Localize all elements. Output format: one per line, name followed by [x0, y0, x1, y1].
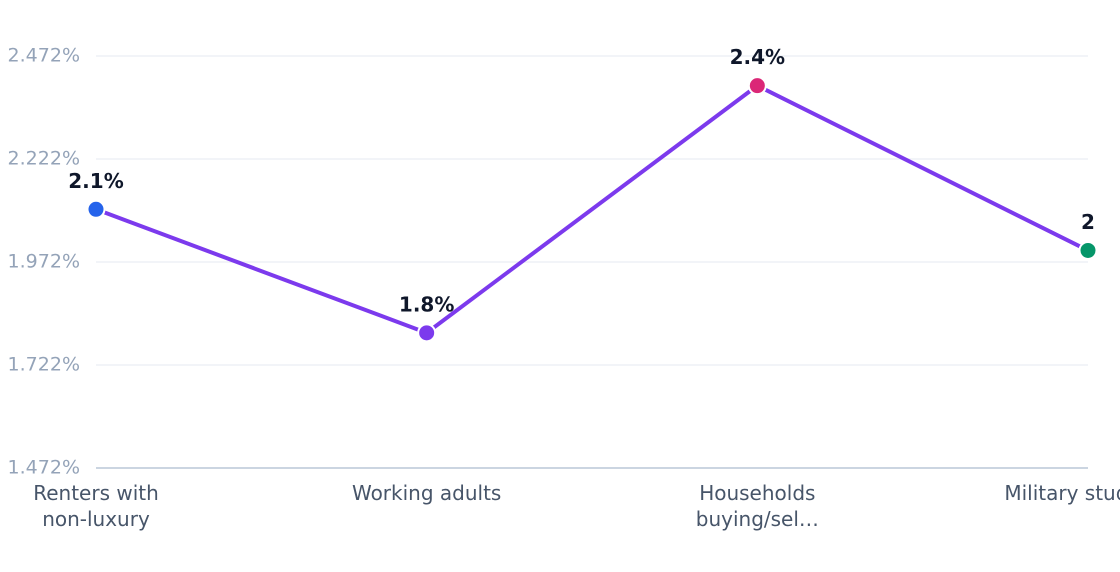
- data-label: 2.1%: [68, 169, 123, 193]
- line: [95, 83, 1089, 335]
- point: [747, 76, 767, 96]
- point: [86, 199, 106, 219]
- y-tick-label: 2.222%: [8, 148, 80, 170]
- data-label: 2.4%: [730, 45, 785, 69]
- data-label: 2: [1081, 210, 1095, 234]
- data-label: 1.8%: [399, 292, 454, 316]
- y-tick-label: 1.972%: [8, 251, 80, 273]
- point: [1078, 240, 1098, 260]
- x-tick-label: Renters with non-luxury: [33, 481, 159, 531]
- x-tick-label: Military students: [1004, 481, 1120, 505]
- x-tick-label: Households buying/sel…: [695, 481, 819, 531]
- point: [417, 323, 437, 343]
- y-tick-label: 1.722%: [8, 354, 80, 376]
- y-tick-label: 2.472%: [8, 45, 80, 67]
- y-tick-label: 1.472%: [8, 457, 80, 479]
- x-tick-label: Working adults: [351, 481, 502, 505]
